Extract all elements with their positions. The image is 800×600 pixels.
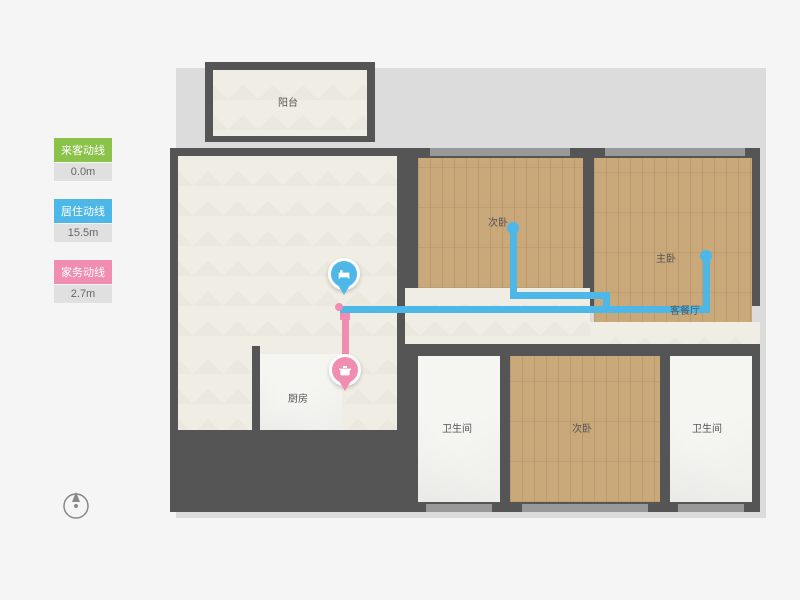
path-house-h1 [340,313,350,320]
wall-kitchen [252,346,260,438]
legend-title: 居住动线 [54,199,112,223]
room-label-bedroom2: 次卧 [572,420,592,435]
marker-bed [328,258,360,298]
window [605,148,745,156]
path-living-v1 [703,258,710,313]
room-label-balcony: 阳台 [278,94,298,109]
window [430,148,570,156]
legend-item-housework: 家务动线 2.7m [54,260,112,303]
path-living-h1 [340,306,710,313]
legend-title: 家务动线 [54,260,112,284]
legend-title: 来客动线 [54,138,112,162]
window [522,504,648,512]
legend: 来客动线 0.0m 居住动线 15.5m 家务动线 2.7m [54,138,112,321]
compass-icon [60,488,92,520]
floorplan: 阳台 次卧 主卧 客餐厅 厨房 卫生间 次卧 卫生间 [170,62,770,522]
legend-value: 0.0m [54,163,112,181]
window [678,504,744,512]
path-start-dot [335,303,343,311]
legend-item-guest: 来客动线 0.0m [54,138,112,181]
path-living-v3 [510,230,517,299]
room-label-living: 客餐厅 [670,302,700,317]
room-label-master: 主卧 [656,250,676,265]
window [426,504,492,512]
path-end [507,222,519,234]
pot-icon [337,362,353,378]
room-label-bedroom1: 次卧 [488,214,508,229]
room-label-kitchen: 厨房 [288,390,308,405]
path-living-v2 [603,292,610,313]
room-label-bathroom1: 卫生间 [442,420,472,435]
room-label-bathroom2: 卫生间 [692,420,722,435]
marker-kitchen [329,354,361,394]
legend-value: 2.7m [54,285,112,303]
path-end [700,250,712,262]
path-living-h2 [510,292,610,299]
legend-item-living: 居住动线 15.5m [54,199,112,242]
bed-icon [336,266,352,282]
legend-value: 15.5m [54,224,112,242]
